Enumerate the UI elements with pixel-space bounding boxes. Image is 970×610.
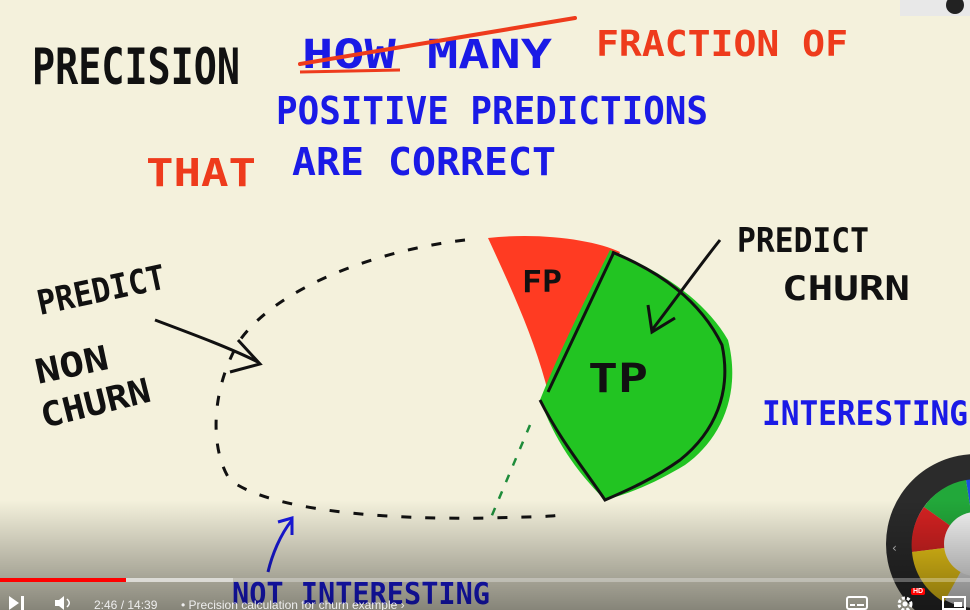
fp-tp-divider [546, 251, 616, 393]
time-display: 2:46 / 14:39 [94, 598, 158, 610]
are-correct-text: ARE CORRECT [292, 140, 556, 184]
title-text: PRECISION [32, 38, 240, 96]
predict-churn-line1: PREDICT [737, 221, 869, 261]
arrow-not-interesting-head [277, 516, 294, 535]
volume-icon[interactable] [54, 596, 72, 610]
arrow-non-churn-head [229, 338, 263, 374]
subtitles-icon[interactable] [846, 596, 868, 610]
corner-overlay [900, 0, 970, 16]
chapter-title[interactable]: • Precision calculation for churn exampl… [181, 598, 405, 610]
interesting-label: INTERESTING [762, 394, 968, 434]
strike-through-line [298, 16, 577, 66]
non-churn-region [214, 238, 561, 520]
next-icon[interactable] [8, 596, 26, 610]
tp-outline [538, 250, 727, 502]
settings-icon[interactable] [896, 594, 916, 610]
arrow-churn [650, 239, 722, 331]
progress-bar[interactable] [0, 578, 970, 582]
tp-label: TP [588, 356, 648, 402]
progress-played [0, 578, 127, 582]
hd-badge: HD [911, 588, 926, 595]
underline-how [299, 68, 401, 74]
progress-buffer [126, 578, 233, 582]
predict-churn-line2: CHURN [782, 269, 910, 309]
player-controls: 2:46 / 14:39 • Precision calculation for… [0, 588, 970, 610]
tp-region [540, 250, 733, 500]
miniplayer-icon[interactable] [942, 596, 966, 610]
color-wheel-tool[interactable]: ‹ [884, 452, 970, 610]
color-segment-blue[interactable] [966, 479, 970, 544]
arrow-churn-head [646, 304, 676, 335]
fraction-text: FRACTION OF [596, 24, 848, 65]
wheel-chevron-icon[interactable]: ‹ [892, 541, 897, 555]
positive-predictions-text: POSITIVE PREDICTIONS [276, 89, 708, 133]
arrow-non-churn [154, 318, 259, 364]
not-interesting-label: NOT INTERESTING [232, 577, 490, 610]
fp-region [488, 235, 620, 392]
that-text: THAT [146, 151, 256, 195]
fp-label: FP [522, 265, 562, 300]
arrow-not-interesting [266, 519, 294, 573]
